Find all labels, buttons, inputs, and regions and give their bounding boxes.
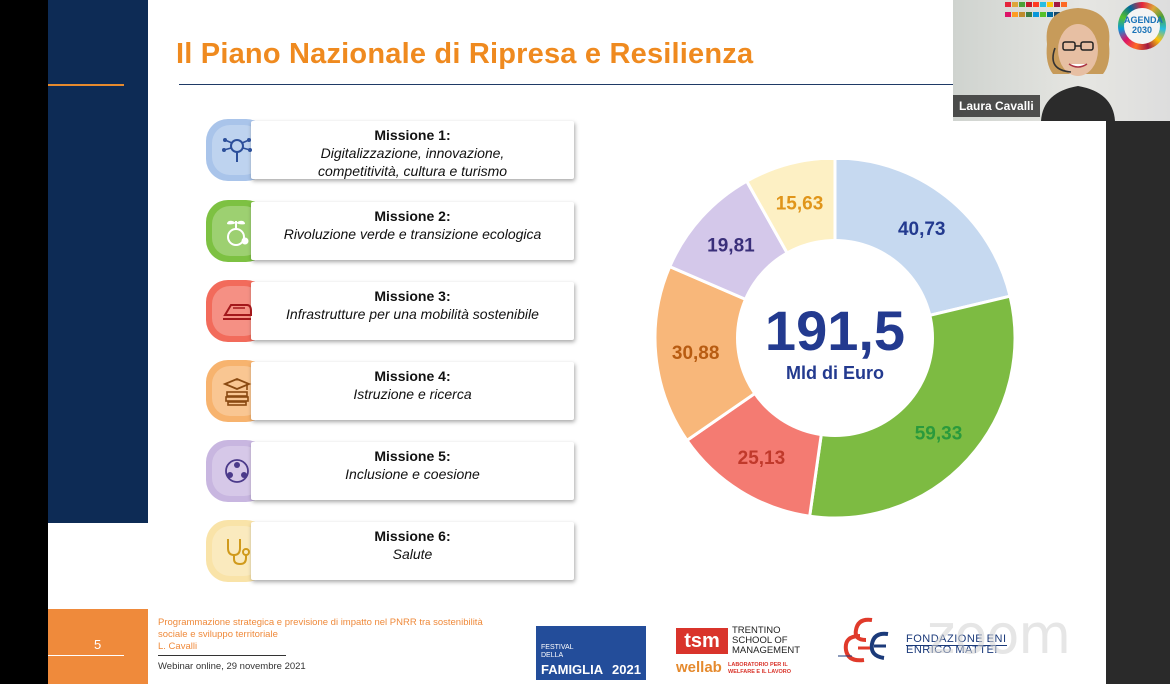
- donut-label-5: 19,81: [707, 235, 755, 256]
- chart-total: 191,5: [765, 299, 905, 362]
- wellab-logo-sub: LABORATORIO PER IL WELFARE E IL LAVORO: [728, 662, 792, 675]
- participant-name: Laura Cavalli: [953, 95, 1040, 117]
- agenda-label: AGENDA 2030: [1124, 8, 1163, 44]
- right-dark-strip: [1106, 121, 1170, 684]
- mission-5-box: [251, 442, 574, 500]
- slide-side-bar: [48, 0, 148, 523]
- side-bar-accent: [48, 84, 124, 86]
- zoom-watermark: zoom: [927, 603, 1071, 666]
- festival-famiglia-logo: FESTIVAL DELLA FAMIGLIA 2021: [536, 626, 646, 680]
- mission-1-title: Missione 1:: [374, 127, 451, 143]
- donut-label-1: 40,73: [898, 219, 946, 240]
- mission-2-card: Missione 2: Rivoluzione verde e transizi…: [206, 200, 574, 262]
- mission-1-description: Digitalizzazione, innovazione, competitiv…: [317, 145, 508, 179]
- mission-6-card: Missione 6: Salute: [206, 520, 574, 582]
- mission-3-title: Missione 3:: [374, 288, 451, 304]
- footer-page-block: 5: [48, 609, 148, 684]
- donut-label-6: 15,63: [776, 194, 824, 215]
- footer-date: Webinar online, 29 novembre 2021: [158, 661, 306, 672]
- mission-2-box: [251, 202, 574, 260]
- mission-4-card: Missione 4: Istruzione e ricerca: [206, 360, 574, 422]
- digital-network-icon: [222, 138, 252, 162]
- participant-avatar: [1041, 8, 1115, 121]
- page-number-underline: [48, 655, 124, 656]
- funding-donut-chart: 191,5 Mld di Euro 40,73 59,33 25,13 30,88 19…: [655, 160, 1015, 520]
- mission-4-description: Istruzione e ricerca: [353, 386, 472, 402]
- mission-2-title: Missione 2:: [374, 208, 451, 224]
- donut-hole: [736, 239, 934, 437]
- festival-logo-word: FAMIGLIA: [541, 662, 604, 677]
- graduation-books-icon: [222, 378, 252, 406]
- mission-6-description: Salute: [392, 546, 433, 562]
- footer-author: L. Cavalli: [158, 641, 198, 652]
- train-icon: [223, 304, 252, 320]
- title-divider: [179, 84, 959, 85]
- tsm-logo-box: tsm: [676, 628, 728, 654]
- people-circle-icon: [225, 459, 249, 483]
- donut-label-4: 30,88: [672, 343, 720, 364]
- mission-3-description: Infrastrutture per una mobilità sostenib…: [286, 306, 539, 322]
- festival-logo-year: 2021: [612, 662, 641, 677]
- stethoscope-icon: [227, 539, 250, 566]
- slide-title: Il Piano Nazionale di Ripresa e Resilien…: [176, 38, 754, 70]
- mission-5-card: Missione 5: Inclusione e coesione: [206, 440, 574, 502]
- wellab-logo-word: wellab: [676, 659, 722, 676]
- footer-text-line-1: Programmazione strategica e previsione d…: [158, 617, 483, 628]
- green-plant-icon: [227, 220, 249, 246]
- donut-label-3: 25,13: [738, 448, 786, 469]
- page-number: 5: [94, 637, 102, 652]
- tsm-wellab-logo: tsm TRENTINO SCHOOL OF MANAGEMENT wellab…: [676, 626, 801, 680]
- footer-text-line-2: sociale e sviluppo territoriale: [158, 629, 278, 640]
- mission-5-title: Missione 5:: [374, 448, 451, 464]
- fem-logo-mark-icon: [838, 617, 889, 663]
- mission-4-box: [251, 362, 574, 420]
- mission-6-box: [251, 522, 574, 580]
- chart-unit: Mld di Euro: [786, 363, 884, 383]
- presentation-slide: Il Piano Nazionale di Ripresa e Resilien…: [48, 0, 1106, 684]
- tsm-logo-text: TRENTINO SCHOOL OF MANAGEMENT: [732, 625, 801, 656]
- fem-logo-text: FONDAZIONE ENI ENRICO MATTEI: [906, 633, 1007, 656]
- mission-1-card: Missione 1: Digitalizzazione, innovazion…: [206, 119, 574, 181]
- donut-label-2: 59,33: [915, 423, 963, 444]
- participant-video-tile[interactable]: AGENDA 2030 Laura Cavalli: [953, 0, 1170, 121]
- mission-1-box: [251, 121, 574, 179]
- mission-3-card: Missione 3: Infrastrutture per una mobil…: [206, 280, 574, 342]
- footer-caption: Programmazione strategica e previsione d…: [158, 617, 528, 653]
- agenda-2030-poster: AGENDA 2030: [1118, 2, 1166, 50]
- fondazione-eni-logo: FONDAZIONE ENI ENRICO MATTEI: [838, 612, 1008, 672]
- festival-logo-caption: FESTIVAL DELLA: [541, 644, 574, 659]
- mission-3-box: [251, 282, 574, 340]
- mission-4-title: Missione 4:: [374, 368, 451, 384]
- mission-5-description: Inclusione e coesione: [345, 466, 480, 482]
- footer-divider: [158, 655, 286, 656]
- mission-6-title: Missione 6:: [374, 528, 451, 544]
- mission-2-description: Rivoluzione verde e transizione ecologic…: [283, 226, 542, 242]
